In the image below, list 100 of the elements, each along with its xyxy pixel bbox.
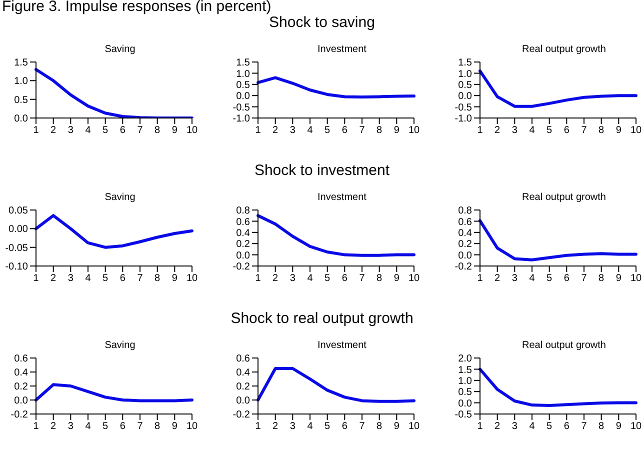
- x-tick-label: 8: [376, 125, 383, 136]
- x-tick-label: 2: [494, 125, 501, 136]
- x-tick-label: 4: [529, 273, 536, 284]
- x-tick-label: 2: [50, 125, 57, 136]
- line-series: [34, 383, 194, 402]
- x-tick-label: 3: [68, 421, 74, 432]
- y-tick-label: 0.0: [14, 396, 28, 407]
- y-tick-label: 0.5: [458, 387, 472, 398]
- y-tick-label: -0.10: [5, 262, 28, 273]
- line-series: [478, 219, 638, 262]
- x-tick-label: 5: [324, 273, 331, 284]
- x-tick-label: 4: [85, 125, 92, 136]
- y-tick-label: 0.4: [236, 368, 250, 379]
- y-tick-label: 1.5: [236, 58, 250, 69]
- x-tick-label: 7: [359, 125, 366, 136]
- x-tick-label: 8: [598, 125, 605, 136]
- y-tick-label: -0.2: [10, 410, 28, 421]
- chart-title: Saving: [104, 192, 136, 203]
- x-tick-label: 4: [307, 125, 314, 136]
- x-tick-label: 8: [598, 421, 605, 432]
- chart-title: Investment: [316, 340, 368, 351]
- chart-title: Real output growth: [521, 192, 607, 203]
- y-tick-label: 0.0: [458, 91, 472, 102]
- caption: Figure 3. Impulse responses (in percent): [2, 0, 272, 15]
- y-tick-label: 0.2: [236, 239, 250, 250]
- text: Shock to real output growth: [230, 310, 414, 327]
- line-series: [256, 367, 416, 403]
- y-tick-label: 0.0: [236, 91, 250, 102]
- y-tick-label: 0.0: [458, 398, 472, 410]
- line-series: [256, 76, 416, 98]
- x-tick-label: 3: [512, 421, 518, 432]
- y-tick-label: 1.0: [236, 68, 250, 80]
- line-series: [256, 214, 416, 257]
- y-tick-label: 0.00: [8, 224, 28, 236]
- x-tick-label: 3: [290, 421, 296, 432]
- x-tick-label: 9: [172, 125, 178, 136]
- x-tick-label: 10: [408, 125, 420, 136]
- x-tick-label: 10: [186, 125, 198, 136]
- x-tick-label: 1: [255, 125, 262, 136]
- x-tick-label: 3: [512, 273, 518, 284]
- y-tick-label: 1.5: [458, 58, 472, 69]
- y-tick-label: 0.0: [14, 114, 28, 125]
- x-tick-label: 8: [598, 273, 605, 284]
- y-tick-label: -1.0: [232, 114, 250, 125]
- x-tick-label: 6: [120, 273, 126, 284]
- x-tick-label: 7: [137, 421, 144, 432]
- x-tick-label: 6: [342, 125, 348, 136]
- y-tick-label: 0.6: [14, 354, 28, 365]
- x-tick-label: 8: [154, 273, 161, 284]
- x-tick-label: 7: [581, 273, 588, 284]
- x-tick-label: 10: [186, 273, 198, 284]
- x-tick-label: 5: [324, 125, 331, 136]
- x-tick-label: 9: [172, 421, 178, 432]
- x-tick-label: 4: [529, 125, 536, 136]
- x-tick-label: 1: [255, 421, 262, 432]
- x-tick-label: 6: [342, 273, 348, 284]
- x-tick-label: 10: [630, 421, 642, 432]
- y-tick-label: 0.4: [236, 228, 250, 239]
- y-tick-label: 1.0: [458, 376, 472, 387]
- x-tick-label: 2: [494, 273, 501, 284]
- x-tick-label: 8: [376, 421, 383, 432]
- y-tick-label: 0.5: [14, 94, 28, 106]
- chart-title: Investment: [316, 192, 368, 203]
- text: Shock to investment: [253, 162, 391, 179]
- y-tick-label: 0.6: [236, 216, 250, 228]
- x-tick-label: 2: [50, 273, 57, 284]
- x-tick-label: 4: [307, 421, 314, 432]
- x-tick-label: 9: [172, 273, 178, 284]
- y-tick-label: 0.4: [458, 228, 472, 239]
- x-tick-label: 9: [394, 421, 400, 432]
- text: Shock to saving: [269, 14, 376, 31]
- y-tick-label: 0.05: [8, 206, 28, 217]
- x-tick-label: 10: [186, 421, 198, 432]
- x-tick-label: 6: [120, 125, 126, 136]
- x-tick-label: 10: [630, 273, 642, 284]
- x-tick-label: 5: [324, 421, 331, 432]
- line-series: [478, 368, 638, 407]
- x-tick-label: 9: [394, 125, 400, 136]
- x-tick-label: 1: [477, 421, 484, 432]
- y-tick-label: 0.0: [236, 250, 250, 262]
- y-tick-label: 0.5: [236, 80, 250, 91]
- line-series: [478, 69, 638, 108]
- x-tick-label: 4: [85, 273, 92, 284]
- x-tick-label: 5: [102, 273, 109, 284]
- x-tick-label: 8: [154, 421, 161, 432]
- x-tick-label: 4: [307, 273, 314, 284]
- y-tick-label: -0.05: [5, 242, 28, 254]
- y-tick-label: 0.6: [236, 354, 250, 365]
- y-tick-label: 0.0: [236, 396, 250, 407]
- x-tick-label: 5: [102, 421, 109, 432]
- x-tick-label: 5: [546, 273, 553, 284]
- x-tick-label: 9: [616, 273, 622, 284]
- y-tick-label: 0.2: [236, 382, 250, 393]
- x-tick-label: 1: [255, 273, 262, 284]
- y-tick-label: -0.2: [232, 410, 250, 421]
- x-tick-label: 1: [33, 273, 40, 284]
- y-tick-label: -0.5: [454, 410, 472, 421]
- x-tick-label: 4: [85, 421, 92, 432]
- x-tick-label: 9: [394, 273, 400, 284]
- y-tick-label: -0.2: [232, 262, 250, 273]
